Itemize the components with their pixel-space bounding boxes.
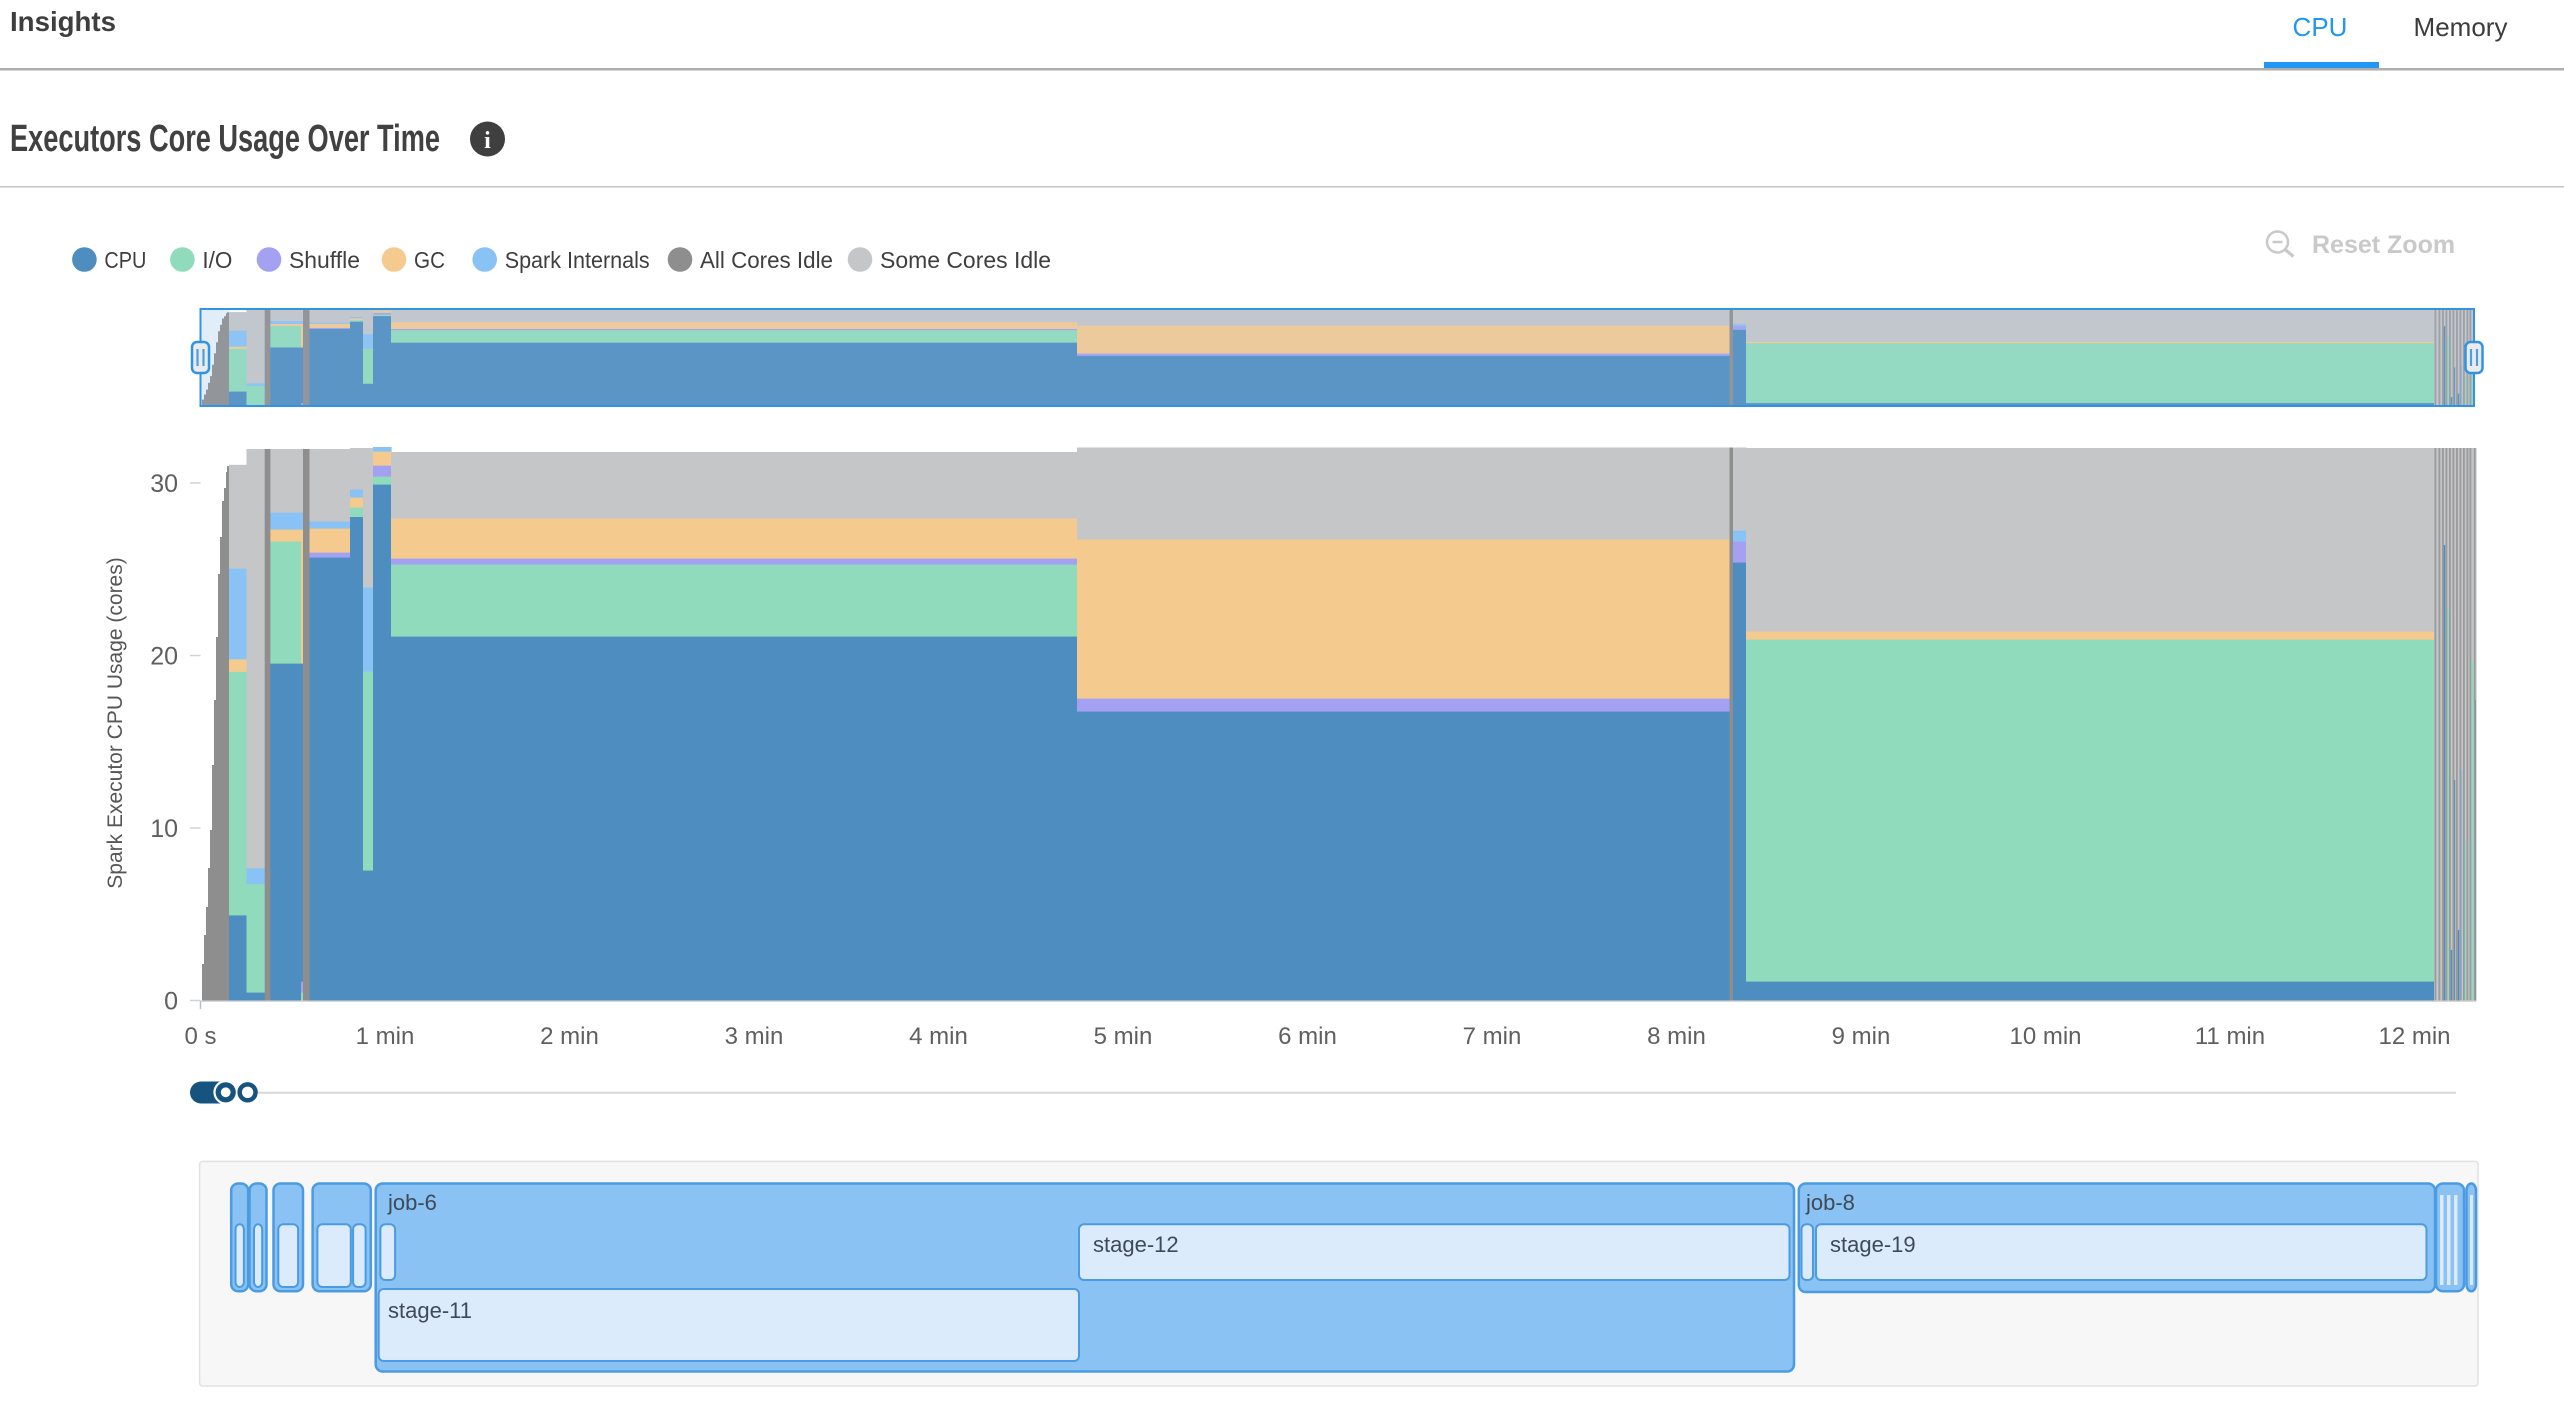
svg-text:7 min: 7 min bbox=[1463, 1023, 1522, 1050]
svg-text:0: 0 bbox=[164, 988, 178, 1016]
svg-text:2 min: 2 min bbox=[540, 1023, 599, 1050]
svg-text:4 min: 4 min bbox=[909, 1023, 968, 1050]
svg-text:30: 30 bbox=[150, 470, 178, 498]
svg-text:Executors Core Usage Over Time: Executors Core Usage Over Time bbox=[10, 118, 440, 160]
svg-text:0 s: 0 s bbox=[184, 1023, 216, 1050]
svg-text:Shuffle: Shuffle bbox=[289, 247, 360, 273]
svg-text:10: 10 bbox=[150, 815, 178, 843]
svg-text:GC: GC bbox=[414, 247, 445, 273]
svg-text:8 min: 8 min bbox=[1647, 1023, 1706, 1050]
svg-text:10 min: 10 min bbox=[2009, 1023, 2081, 1050]
svg-text:Memory: Memory bbox=[2414, 12, 2508, 42]
svg-text:I/O: I/O bbox=[202, 247, 232, 273]
svg-text:Spark Internals: Spark Internals bbox=[505, 247, 650, 273]
svg-text:5 min: 5 min bbox=[1094, 1023, 1153, 1050]
svg-text:Some Cores Idle: Some Cores Idle bbox=[880, 247, 1051, 273]
svg-text:CPU: CPU bbox=[104, 247, 146, 273]
svg-text:stage-11: stage-11 bbox=[388, 1298, 472, 1323]
svg-text:Spark Executor CPU Usage (core: Spark Executor CPU Usage (cores) bbox=[104, 557, 127, 888]
svg-text:All Cores Idle: All Cores Idle bbox=[700, 247, 833, 273]
svg-text:9 min: 9 min bbox=[1832, 1023, 1891, 1050]
svg-text:12 min: 12 min bbox=[2378, 1023, 2450, 1050]
svg-text:11 min: 11 min bbox=[2195, 1023, 2265, 1050]
svg-text:1 min: 1 min bbox=[356, 1023, 415, 1050]
svg-text:CPU: CPU bbox=[2293, 12, 2348, 42]
svg-text:20: 20 bbox=[150, 643, 178, 671]
svg-text:6 min: 6 min bbox=[1278, 1023, 1337, 1050]
svg-text:Insights: Insights bbox=[10, 6, 116, 37]
svg-text:Reset Zoom: Reset Zoom bbox=[2312, 231, 2455, 259]
svg-text:3 min: 3 min bbox=[725, 1023, 784, 1050]
svg-text:stage-19: stage-19 bbox=[1830, 1232, 1916, 1257]
svg-text:job-6: job-6 bbox=[387, 1190, 437, 1215]
svg-text:stage-12: stage-12 bbox=[1093, 1232, 1179, 1257]
svg-text:job-8: job-8 bbox=[1805, 1190, 1855, 1215]
svg-text:i: i bbox=[484, 128, 491, 154]
